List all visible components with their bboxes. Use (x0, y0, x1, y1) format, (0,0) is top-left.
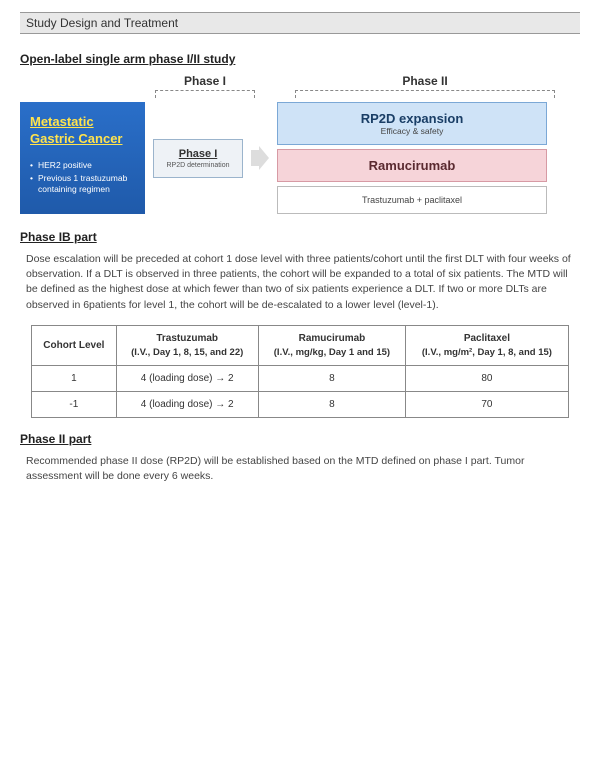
phase1-box: Phase I RP2D determination (153, 139, 243, 178)
rp2d-expansion-box: RP2D expansion Efficacy & safety (277, 102, 547, 145)
ramucirumab-box: Ramucirumab (277, 149, 547, 182)
cell-pac-0: 80 (406, 365, 569, 391)
col-ram-title: Ramucirumab (299, 333, 366, 344)
section-phase2: Phase II part (20, 432, 580, 446)
section-phase1b: Phase IB part (20, 230, 580, 244)
population-box: Metastatic Gastric Cancer HER2 positive … (20, 102, 145, 214)
bracket-phase1 (155, 90, 255, 98)
col-cohort: Cohort Level (32, 325, 116, 365)
table-row: -1 4 (loading dose) → 2 8 70 (32, 391, 569, 417)
cell-ram-0: 8 (258, 365, 405, 391)
population-title: Metastatic Gastric Cancer (30, 114, 135, 148)
population-criteria: HER2 positive Previous 1 trastuzumab con… (30, 160, 135, 195)
dose-table: Cohort Level Trastuzumab (I.V., Day 1, 8… (31, 325, 569, 418)
study-diagram: Metastatic Gastric Cancer HER2 positive … (20, 102, 580, 214)
rp2d-sub: Efficacy & safety (282, 126, 542, 136)
arrow-icon (251, 146, 269, 170)
col-ram-sub: (I.V., mg/kg, Day 1 and 15) (265, 347, 399, 358)
phase2-stack: RP2D expansion Efficacy & safety Ramucir… (277, 102, 547, 214)
rp2d-title: RP2D expansion (282, 111, 542, 126)
phase-labels-row: Phase I Phase II (155, 74, 580, 88)
table-header-row: Cohort Level Trastuzumab (I.V., Day 1, 8… (32, 325, 569, 365)
header-bar: Study Design and Treatment (20, 12, 580, 34)
col-pac-title: Paclitaxel (464, 333, 510, 344)
phase1-label: Phase I (155, 74, 255, 88)
phase2-text: Recommended phase II dose (RP2D) will be… (26, 454, 580, 484)
criterion-2: Previous 1 trastuzumab containing regime… (38, 173, 135, 194)
cell-level-0: 1 (32, 365, 116, 391)
col-tras: Trastuzumab (I.V., Day 1, 8, 15, and 22) (116, 325, 258, 365)
cell-ram-1: 8 (258, 391, 405, 417)
cell-level-1: -1 (32, 391, 116, 417)
col-tras-title: Trastuzumab (156, 333, 218, 344)
bracket-phase2 (295, 90, 555, 98)
section-open-label: Open-label single arm phase I/II study (20, 52, 580, 66)
tras-paclitaxel-box: Trastuzumab + paclitaxel (277, 186, 547, 214)
phase1-box-sub: RP2D determination (158, 162, 238, 169)
phase-brackets (155, 90, 580, 98)
cell-tras-1: 4 (loading dose) → 2 (116, 391, 258, 417)
col-tras-sub: (I.V., Day 1, 8, 15, and 22) (123, 347, 252, 358)
table-row: 1 4 (loading dose) → 2 8 80 (32, 365, 569, 391)
cell-pac-1: 70 (406, 391, 569, 417)
col-pac-sub: (I.V., mg/m², Day 1, 8, and 15) (412, 347, 562, 358)
phase2-label: Phase II (295, 74, 555, 88)
col-ram: Ramucirumab (I.V., mg/kg, Day 1 and 15) (258, 325, 405, 365)
phase1b-text: Dose escalation will be preceded at coho… (26, 252, 580, 313)
criterion-1: HER2 positive (38, 160, 135, 171)
cell-tras-0: 4 (loading dose) → 2 (116, 365, 258, 391)
phase1-box-title: Phase I (158, 148, 238, 160)
header-title: Study Design and Treatment (26, 16, 178, 30)
col-pac: Paclitaxel (I.V., mg/m², Day 1, 8, and 1… (406, 325, 569, 365)
